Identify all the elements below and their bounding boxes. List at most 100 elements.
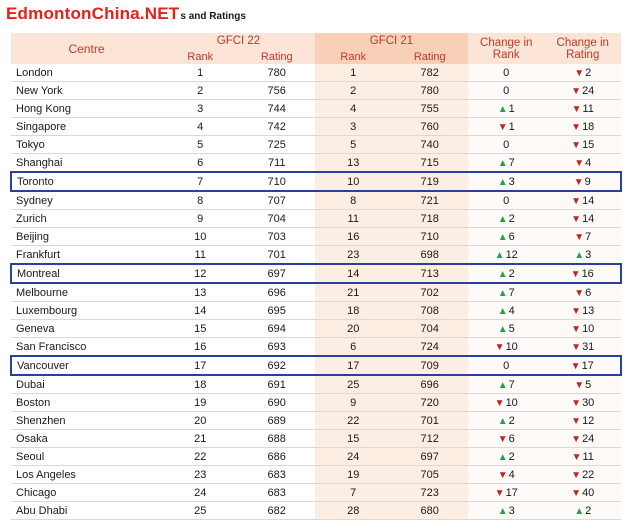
table-row: Boston 19 690 9 720 ▼10 ▼30 <box>11 393 621 412</box>
gfci22-header: GFCI 22 <box>161 33 315 49</box>
header-row-sub: Rank Rating Rank Rating <box>11 49 621 64</box>
change-value: 3 <box>508 175 515 188</box>
table-row: Beijing 10 703 16 710 ▲6 ▼7 <box>11 227 621 246</box>
change-rank-cell: ▲12 <box>467 245 545 265</box>
change-rank-cell: ▲7 <box>467 153 545 173</box>
change-rating-cell: ▼24 <box>544 81 621 100</box>
table-title-fragment: s and Ratings <box>180 11 246 22</box>
gfci22-rank-cell: 11 <box>161 245 239 265</box>
change-rank-cell: ▼6 <box>467 429 545 448</box>
change-value: 4 <box>585 156 592 169</box>
gfci21-rating-cell: 705 <box>391 465 468 484</box>
gfci21-rank-cell: 16 <box>314 227 392 246</box>
up-arrow-icon: ▲ <box>497 451 508 463</box>
centre-name-cell: Chicago <box>11 483 162 502</box>
centre-name-cell: Melbourne <box>11 283 162 302</box>
change-value: 2 <box>585 504 592 517</box>
gfci21-rank-cell: 22 <box>314 411 392 430</box>
gfci21-rating-cell: 702 <box>391 283 468 302</box>
gfci21-rank-cell: 4 <box>314 99 392 118</box>
down-arrow-icon: ▼ <box>571 323 582 335</box>
change-value: 11 <box>582 102 594 115</box>
table-row: Vancouver 17 692 17 709 0 ▼17 <box>10 355 622 376</box>
change-rating-cell: ▼40 <box>544 483 621 502</box>
gfci22-rating-header: Rating <box>238 49 315 64</box>
gfci21-rating-cell: 697 <box>391 447 468 466</box>
gfci22-rating-cell: 711 <box>238 153 315 173</box>
gfci22-rank-cell: 25 <box>161 501 239 520</box>
change-value: 15 <box>582 138 595 151</box>
gfci22-rating-cell: 701 <box>238 245 315 265</box>
change-value: 2 <box>508 414 515 427</box>
table-row: New York 2 756 2 780 0 ▼24 <box>11 81 621 100</box>
change-value: 6 <box>508 230 515 243</box>
table-row: Frankfurt 11 701 23 698 ▲12 ▲3 <box>11 245 621 265</box>
change-value: 0 <box>503 138 510 151</box>
change-rating-cell: ▼14 <box>544 191 621 210</box>
gfci22-rank-cell: 4 <box>161 117 239 136</box>
table-row: Geneva 15 694 20 704 ▲5 ▼10 <box>11 319 621 338</box>
gfci21-rank-cell: 25 <box>314 375 392 394</box>
table-row: Zurich 9 704 11 718 ▲2 ▼14 <box>11 209 621 228</box>
change-value: 3 <box>585 248 592 261</box>
gfci21-rating-cell: 713 <box>391 263 468 284</box>
down-arrow-icon: ▼ <box>570 268 581 280</box>
table-row: Singapore 4 742 3 760 ▼1 ▼18 <box>11 117 621 136</box>
up-arrow-icon: ▲ <box>497 287 508 299</box>
gfci21-rank-cell: 8 <box>314 191 392 210</box>
table-row: Toronto 7 710 10 719 ▲3 ▼9 <box>10 171 622 192</box>
change-value: 11 <box>582 450 594 463</box>
change-rank-header: Change in Rank <box>467 33 545 64</box>
gfci22-rating-cell: 683 <box>238 483 315 502</box>
change-value: 10 <box>505 340 518 353</box>
gfci21-rank-cell: 15 <box>314 429 392 448</box>
down-arrow-icon: ▼ <box>571 121 582 133</box>
gfci21-rating-cell: 760 <box>391 117 468 136</box>
table-row: Abu Dhabi 25 682 28 680 ▲3 ▲2 <box>11 501 621 520</box>
centre-name-cell: Hong Kong <box>11 99 162 118</box>
gfci21-rating-cell: 680 <box>391 501 468 520</box>
change-rating-cell: ▼30 <box>544 393 621 412</box>
gfci22-rank-cell: 10 <box>161 227 239 246</box>
down-arrow-icon: ▼ <box>571 139 582 151</box>
change-value: 1 <box>508 120 515 133</box>
down-arrow-icon: ▼ <box>571 433 582 445</box>
change-rating-cell: ▼9 <box>544 171 622 192</box>
gfci21-rank-cell: 21 <box>314 283 392 302</box>
table-row: Montreal 12 697 14 713 ▲2 ▼16 <box>10 263 622 284</box>
change-rating-cell: ▼31 <box>544 337 621 357</box>
down-arrow-icon: ▼ <box>497 469 508 481</box>
up-arrow-icon: ▲ <box>497 176 508 188</box>
change-rank-cell: ▲4 <box>467 301 545 320</box>
gfci21-rank-header: Rank <box>314 49 392 64</box>
gfci22-rating-cell: 703 <box>238 227 315 246</box>
gfci22-rank-cell: 3 <box>161 99 239 118</box>
gfci21-rank-cell: 28 <box>314 501 392 520</box>
gfci22-rank-cell: 20 <box>161 411 239 430</box>
gfci22-rank-header: Rank <box>161 49 239 64</box>
table-row: Osaka 21 688 15 712 ▼6 ▼24 <box>11 429 621 448</box>
up-arrow-icon: ▲ <box>497 505 508 517</box>
gfci21-rating-cell: 755 <box>391 99 468 118</box>
gfci21-rank-cell: 2 <box>314 81 392 100</box>
down-arrow-icon: ▼ <box>571 103 582 115</box>
change-rating-cell: ▼10 <box>544 319 621 338</box>
gfci22-rating-cell: 689 <box>238 411 315 430</box>
watermark-text: EdmontonChina.NET <box>6 4 180 23</box>
header-row-main: Centre GFCI 22 GFCI 21 Change in Rank Ch… <box>11 33 621 64</box>
table-row: London 1 780 1 782 0 ▼2 <box>11 64 621 82</box>
centre-name-cell: Dubai <box>11 375 162 394</box>
gfci22-rank-cell: 18 <box>161 375 239 394</box>
down-arrow-icon: ▼ <box>571 415 582 427</box>
gfci21-rank-cell: 17 <box>314 355 392 376</box>
up-arrow-icon: ▲ <box>497 157 508 169</box>
gfci22-rating-cell: 688 <box>238 429 315 448</box>
gfci21-rank-cell: 14 <box>314 263 392 284</box>
up-arrow-icon: ▲ <box>497 379 508 391</box>
gfci22-rating-cell: 691 <box>238 375 315 394</box>
gfci22-rating-cell: 742 <box>238 117 315 136</box>
change-value: 12 <box>582 414 595 427</box>
gfci22-rating-cell: 780 <box>238 64 315 82</box>
gfci21-rating-cell: 715 <box>391 153 468 173</box>
gfci22-rank-cell: 12 <box>161 263 239 284</box>
